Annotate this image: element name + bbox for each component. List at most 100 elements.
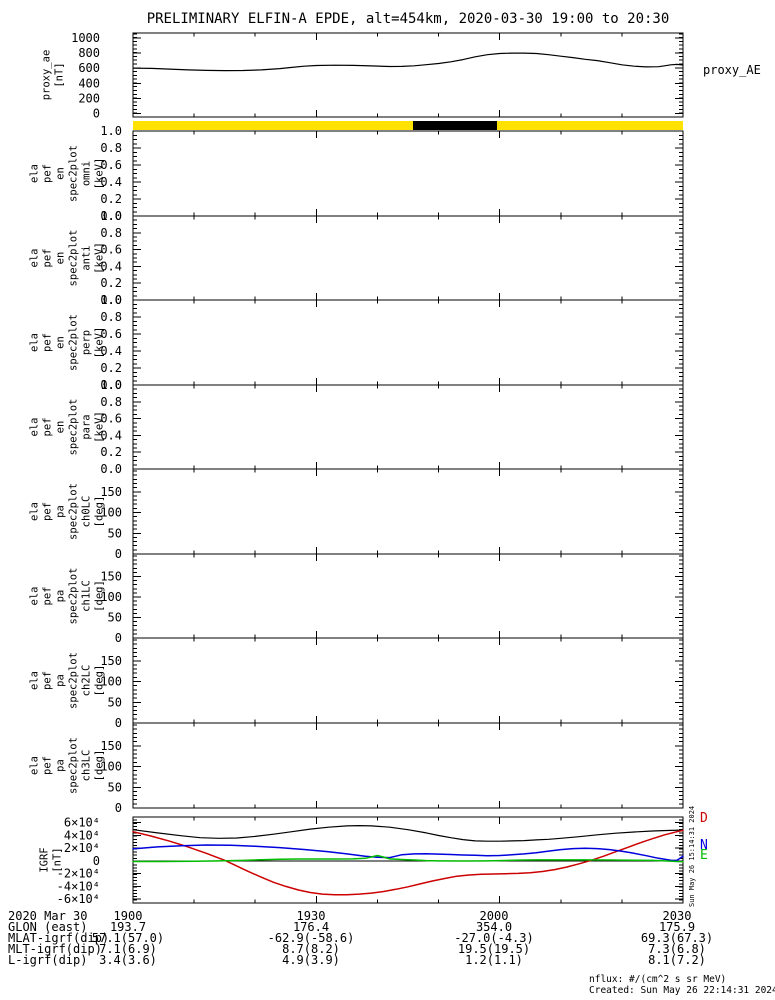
- igrf-legend-E: E: [700, 848, 708, 863]
- y-tick-label: 0.6: [100, 158, 122, 172]
- panel-ela-pef-pa-spec2plot-ch2LC-ylabel: elapefpaspec2plotch2LC[deg]: [29, 652, 106, 709]
- y-tick-label: 1.0: [100, 209, 122, 223]
- x-tick-label: 2030: [663, 909, 692, 923]
- annotation-value: 1.2(1.1): [465, 953, 523, 967]
- y-tick-label: 0.8: [100, 141, 122, 155]
- y-tick-label: 0: [93, 107, 100, 121]
- panel-ela-pef-pa-spec2plot-ch1LC-ylabel: elapefpaspec2plotch1LC[deg]: [29, 568, 106, 625]
- annotation-value: 4.9(3.9): [282, 953, 340, 967]
- y-tick-label: 400: [78, 76, 100, 90]
- panel-ela-pef-en-spec2plot-para-ylabel: elapefenspec2plotpara[keV]: [29, 399, 106, 456]
- y-tick-label: 0.8: [100, 395, 122, 409]
- annotation-row-label: 2020 Mar 30: [8, 909, 87, 923]
- time-bar-black-segment: [412, 121, 497, 130]
- series-N: [132, 844, 684, 862]
- y-tick-label: 0.8: [100, 310, 122, 324]
- annotation-value: 7.1(6.9): [99, 942, 157, 956]
- y-tick-label: 150: [100, 570, 122, 584]
- y-tick-label: 0.0: [100, 209, 122, 223]
- proxy-ae-right-label: proxy_AE: [703, 63, 761, 77]
- time-bar-yellow-segment: [133, 121, 683, 130]
- y-tick-label: 0.4: [100, 344, 122, 358]
- panel-proxy-ae-ylabel: proxy_ae[nT]: [41, 50, 66, 101]
- y-tick-label: 0.4: [100, 175, 122, 189]
- y-tick-label: 0.2: [100, 445, 122, 459]
- panel-ela-pef-pa-spec2plot-ch3LC-ylabel: elapefpaspec2plotch3LC[deg]: [29, 737, 106, 794]
- y-tick-label: 1000: [71, 31, 100, 45]
- y-tick-label: 150: [100, 654, 122, 668]
- y-tick-label: 0.0: [100, 378, 122, 392]
- annotation-row-label: MLAT-igrf(dip): [8, 931, 109, 945]
- x-tick-label: 2000: [480, 909, 509, 923]
- y-tick-label: -6×10⁴: [57, 892, 100, 906]
- panel-ela-pef-en-spec2plot-omni-frame: [132, 130, 684, 217]
- y-tick-label: 100: [100, 675, 122, 689]
- panel-ela-pef-en-spec2plot-perp-frame: [132, 299, 684, 386]
- panel-ela-pef-pa-spec2plot-ch3LC-frame: [132, 722, 684, 809]
- panel-ela-pef-en-spec2plot-para-frame: [132, 384, 684, 470]
- annotation-value: -27.0(-4.3): [454, 931, 533, 945]
- y-tick-label: 0.4: [100, 428, 122, 442]
- annotation-row-label: GLON (east): [8, 920, 87, 934]
- panel-ela-pef-pa-spec2plot-ch0LC-frame: [132, 468, 684, 555]
- panel-ela-pef-en-spec2plot-anti-ylabel: elapefenspec2plotanti[keV]: [29, 230, 106, 287]
- igrf-legend-D: D: [700, 811, 708, 826]
- y-tick-label: 0.4: [100, 259, 122, 273]
- annotation-value: 8.7(8.2): [282, 942, 340, 956]
- y-tick-label: 0: [115, 801, 122, 815]
- panel-ela-pef-pa-spec2plot-ch1LC-frame: [132, 553, 684, 639]
- y-tick-label: 0: [115, 716, 122, 730]
- y-tick-label: 0.6: [100, 327, 122, 341]
- y-tick-label: 0.2: [100, 192, 122, 206]
- y-tick-label: 0: [115, 547, 122, 561]
- annotation-value: 57.1(57.0): [92, 931, 164, 945]
- panel-igrf-ylabel: IGRF[nT]: [39, 847, 64, 872]
- x-tick-label: 1930: [297, 909, 326, 923]
- panel-ela-pef-en-spec2plot-perp-ylabel: elapefenspec2plotperp[keV]: [29, 314, 106, 371]
- annotation-value: -62.9(-58.6): [268, 931, 355, 945]
- annotation-value: 7.3(6.8): [648, 942, 706, 956]
- science-zone-time-bar: [133, 121, 683, 130]
- y-tick-label: 150: [100, 485, 122, 499]
- panel-proxy-ae-frame: [132, 32, 684, 118]
- y-tick-label: -4×10⁴: [57, 879, 100, 893]
- series-D: [132, 829, 684, 896]
- panel-ela-pef-pa-spec2plot-ch0LC-ylabel: elapefpaspec2plotch0LC[deg]: [29, 483, 106, 540]
- y-tick-label: 4×10⁴: [64, 828, 100, 842]
- y-tick-label: 200: [78, 91, 100, 105]
- series-B: [132, 824, 684, 842]
- y-tick-label: 800: [78, 46, 100, 60]
- x-tick-label: 1900: [114, 909, 143, 923]
- panel-ela-pef-en-spec2plot-omni-ylabel: elapefenspec2plotomni[keV]: [29, 145, 106, 202]
- y-tick-label: 1.0: [100, 124, 122, 138]
- annotation-value: 8.1(7.2): [648, 953, 706, 967]
- created-timestamp: Created: Sun May 26 22:14:31 2024: [589, 985, 775, 996]
- y-tick-label: 0.2: [100, 361, 122, 375]
- plot-title: PRELIMINARY ELFIN-A EPDE, alt=454km, 202…: [146, 11, 670, 27]
- panel-ela-pef-en-spec2plot-anti-frame: [132, 215, 684, 301]
- annotation-value: 19.5(19.5): [458, 942, 530, 956]
- y-tick-label: 50: [108, 780, 122, 794]
- annotation-row-label: MLT-igrf(dip): [8, 942, 102, 956]
- nflux-units-note: nflux: #/(cm^2 s sr MeV): [589, 974, 727, 985]
- annotation-row-label: L-igrf(dip): [8, 953, 87, 967]
- annotation-value: 354.0: [476, 920, 512, 934]
- annotation-value: 193.7: [110, 920, 146, 934]
- annotation-value: 176.4: [293, 920, 329, 934]
- y-tick-label: 0.6: [100, 412, 122, 426]
- y-tick-label: 50: [108, 526, 122, 540]
- y-tick-label: 6×10⁴: [64, 816, 100, 830]
- y-tick-label: 0.8: [100, 226, 122, 240]
- igrf-legend-N: N: [700, 838, 708, 853]
- y-tick-label: 600: [78, 61, 100, 75]
- series-E: [132, 854, 684, 863]
- annotation-value: 69.3(67.3): [641, 931, 713, 945]
- y-tick-label: 100: [100, 506, 122, 520]
- y-tick-label: 0: [93, 854, 100, 868]
- panel-ela-pef-pa-spec2plot-ch2LC-frame: [132, 637, 684, 724]
- annotation-value: 3.4(3.6): [99, 953, 157, 967]
- vertical-timestamp: Sun May 26 15:14:31 2024: [688, 805, 696, 907]
- y-tick-label: 0.6: [100, 243, 122, 257]
